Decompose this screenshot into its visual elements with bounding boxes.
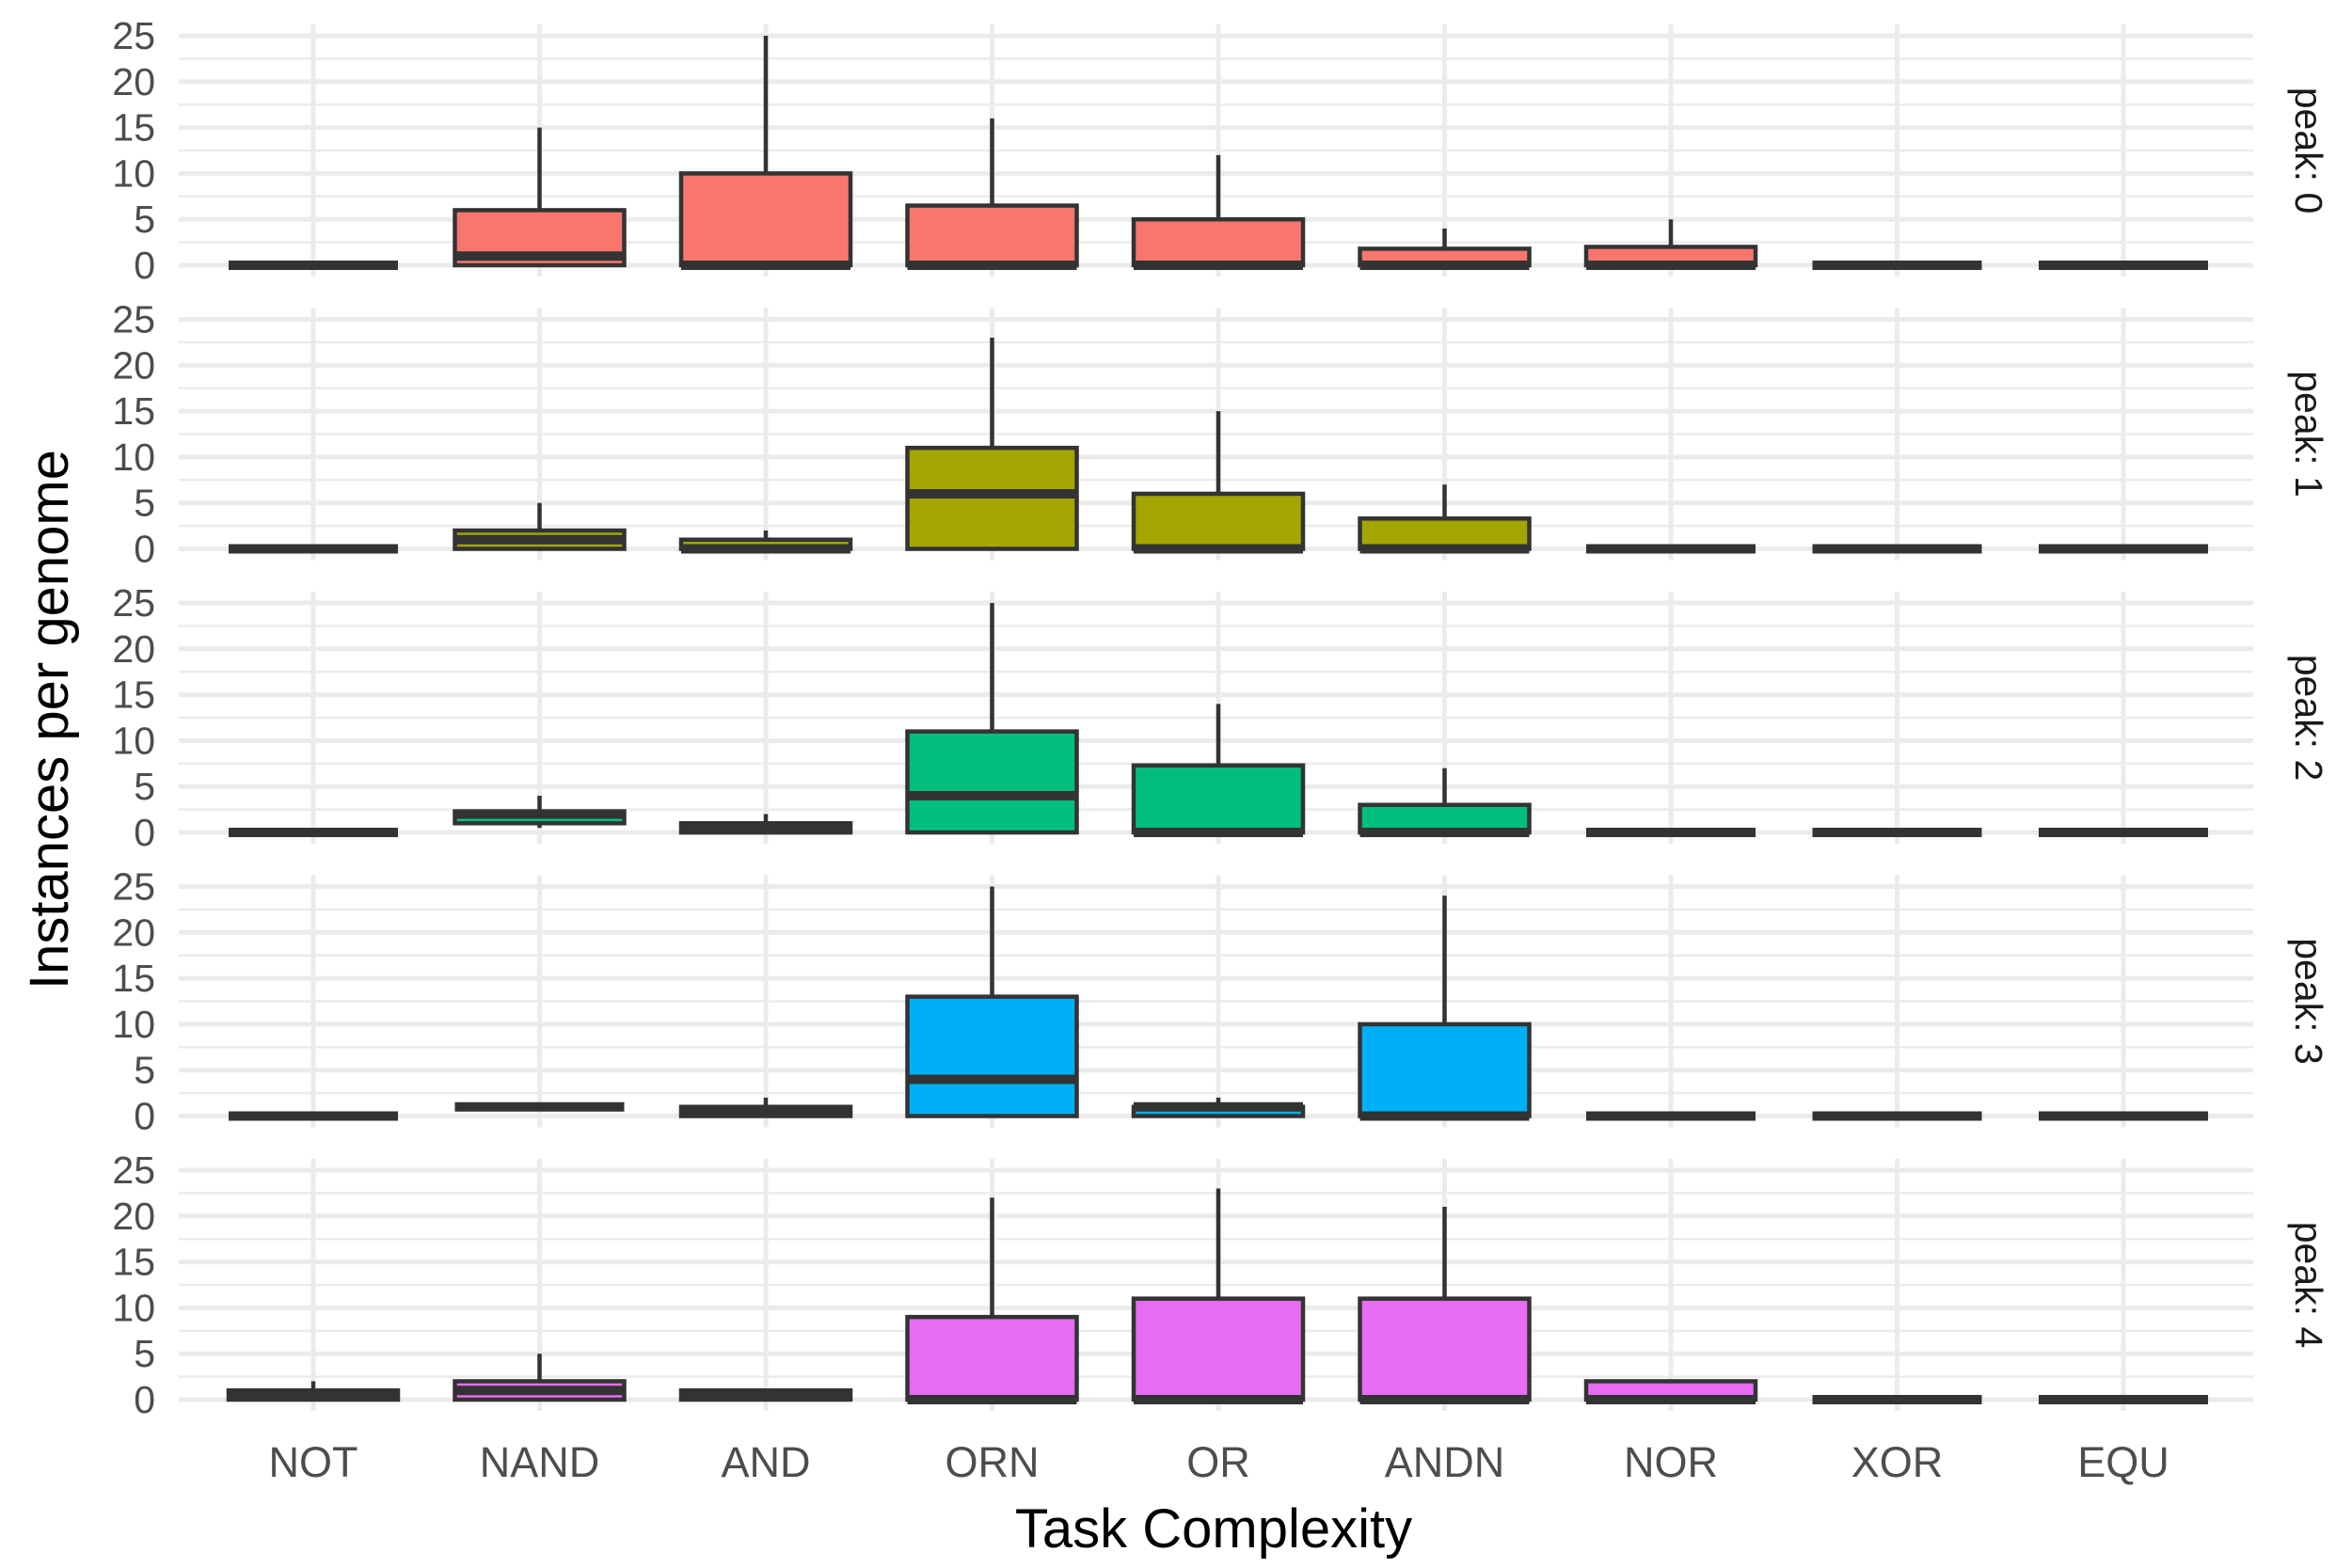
x-tick-label-xor: XOR [1851, 1438, 1944, 1486]
y-tick-label: 10 [112, 151, 155, 195]
box-body [1131, 216, 1306, 268]
y-tick-label: 25 [112, 865, 155, 909]
box-orn [905, 118, 1079, 270]
x-tick-label-or: OR [1186, 1438, 1250, 1486]
y-tick-label: 20 [112, 1195, 155, 1238]
y-tick-label: 10 [112, 719, 155, 762]
x-tick-label-nand: NAND [480, 1438, 600, 1486]
y-axis-title: Instances per genome [19, 450, 80, 990]
box-body [1131, 1296, 1306, 1402]
box-or [1131, 154, 1306, 270]
box-not [226, 1381, 401, 1402]
box-or [1131, 1188, 1306, 1404]
y-tick-label: 20 [112, 60, 155, 103]
box-and [678, 1387, 853, 1402]
strip-label: peak: 4 [2287, 1222, 2330, 1349]
box-or [1131, 411, 1306, 554]
strip-label: peak: 3 [2287, 938, 2330, 1065]
y-tick-label: 5 [134, 198, 155, 241]
box-nor [1583, 219, 1758, 270]
box-nand [453, 127, 627, 268]
box-body [1358, 1296, 1532, 1402]
y-tick-label: 15 [112, 673, 155, 717]
y-tick-label: 5 [134, 482, 155, 525]
x-tick-label-and: AND [721, 1438, 810, 1486]
y-tick-label: 15 [112, 389, 155, 433]
box-andn [1358, 768, 1532, 837]
y-tick-label: 25 [112, 1148, 155, 1192]
y-tick-label: 25 [112, 581, 155, 625]
y-tick-label: 15 [112, 1241, 155, 1284]
box-body [1131, 763, 1306, 835]
box-andn [1358, 895, 1532, 1121]
box-and [678, 1097, 853, 1118]
strip-label: peak: 2 [2287, 655, 2330, 782]
y-tick-label: 0 [134, 1378, 155, 1421]
y-tick-label: 5 [134, 1332, 155, 1375]
x-axis-title: Task Complexity [1015, 1498, 1412, 1560]
box-nand [453, 795, 627, 829]
x-tick-label-orn: ORN [946, 1438, 1040, 1486]
x-tick-label-andn: ANDN [1385, 1438, 1505, 1486]
y-tick-label: 10 [112, 436, 155, 479]
x-tick-label-not: NOT [269, 1438, 358, 1486]
box-nor [1583, 1379, 1758, 1404]
box-nand [453, 1354, 627, 1402]
y-tick-label: 10 [112, 1286, 155, 1329]
y-tick-label: 15 [112, 106, 155, 150]
box-andn [1358, 1207, 1532, 1404]
y-tick-label: 0 [134, 244, 155, 287]
box-and [678, 814, 853, 835]
box-orn [905, 886, 1079, 1118]
y-tick-label: 5 [134, 765, 155, 808]
y-tick-label: 0 [134, 1095, 155, 1138]
box-body [905, 729, 1079, 835]
box-and [678, 530, 853, 554]
strip-label: peak: 1 [2287, 371, 2330, 498]
box-and [678, 36, 853, 270]
box-body [905, 1314, 1079, 1402]
y-tick-label: 20 [112, 627, 155, 671]
box-or [1131, 1097, 1306, 1118]
x-tick-label-nor: NOR [1624, 1438, 1718, 1486]
y-tick-label: 20 [112, 343, 155, 387]
box-orn [905, 603, 1079, 835]
box-andn [1358, 484, 1532, 554]
box-orn [905, 338, 1079, 551]
y-tick-label: 15 [112, 957, 155, 1000]
y-tick-label: 0 [134, 528, 155, 571]
strip-label: peak: 0 [2287, 87, 2330, 214]
y-tick-label: 25 [112, 298, 155, 341]
box-or [1131, 704, 1306, 837]
y-tick-label: 0 [134, 811, 155, 854]
box-body [1131, 491, 1306, 551]
box-orn [905, 1197, 1079, 1404]
y-tick-label: 20 [112, 911, 155, 954]
box-nand [453, 502, 627, 551]
x-tick-label-equ: EQU [2077, 1438, 2169, 1486]
box-body [678, 171, 853, 268]
box-body [905, 203, 1079, 268]
box-andn [1358, 228, 1532, 270]
y-tick-label: 10 [112, 1003, 155, 1046]
y-tick-label: 25 [112, 14, 155, 57]
box-body [1358, 1022, 1532, 1118]
x-axis-ticks: NOT NAND AND ORN OR ANDN NOR XOR EQU [269, 1438, 2169, 1486]
y-tick-label: 5 [134, 1049, 155, 1092]
box-body [905, 994, 1079, 1118]
